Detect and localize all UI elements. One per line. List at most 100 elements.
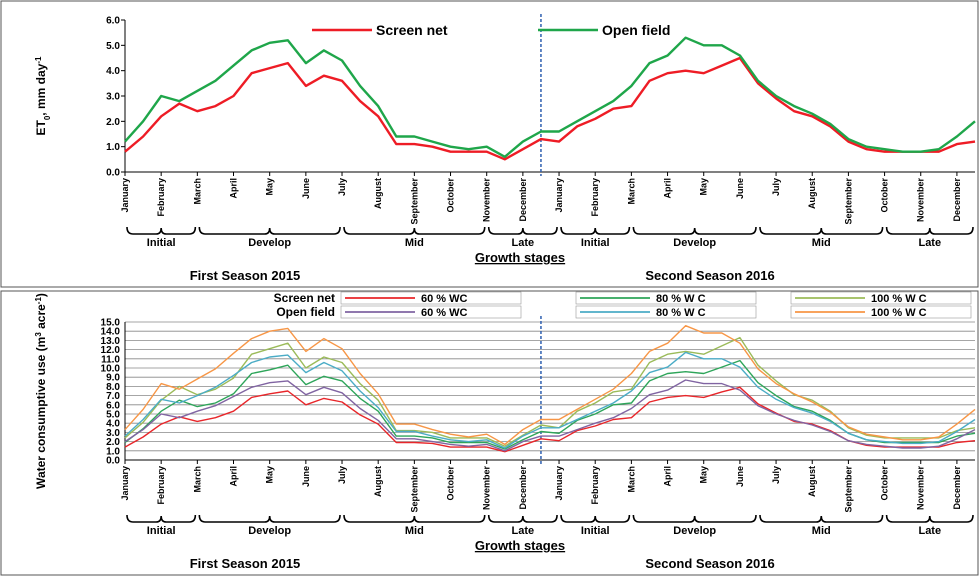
x-tick-label: March [192,466,202,493]
y-axis-label-part: 3 [34,332,43,337]
x-tick-label: January [554,466,564,501]
y-tick-label: 5.0 [106,410,120,421]
x-tick-label: October [880,178,890,213]
x-tick-label: July [771,466,781,484]
x-tick-label: November [916,466,926,511]
y-tick-label: 12.0 [101,345,121,356]
x-tick-label: April [229,178,239,199]
y-tick-label: 1.0 [106,446,120,457]
x-tick-label: February [156,178,166,217]
stage-bracket [560,226,631,235]
stage-label: Mid [405,237,424,249]
y-tick-label: 15.0 [101,318,121,329]
stage-label: Late [512,525,535,537]
x-tick-label: July [771,178,781,196]
y-tick-label: 1.0 [106,142,120,153]
x-tick-label: February [590,178,600,217]
y-tick-label: 4.0 [106,66,120,77]
legend-label: 100 % W C [871,293,927,305]
y-tick-label: 5.0 [106,41,120,52]
x-tick-label: December [518,178,528,222]
legend-box [790,305,972,319]
x-tick-label: January [554,178,564,213]
y-tick-label: 2.0 [106,437,120,448]
x-tick-label: August [807,178,817,209]
y-axis-label-part: Water consumptive use (m [34,337,48,489]
x-tick-label: June [735,466,745,487]
stage-bracket [632,226,757,235]
x-tick-label: June [735,178,745,199]
x-axis-label: Growth stages [475,250,565,265]
legend-label: 60 % WC [421,307,468,319]
legend-label: 100 % W C [871,307,927,319]
y-tick-label: 14.0 [101,327,121,338]
legend-box [790,291,972,305]
stage-label: Late [918,237,941,249]
x-tick-label: November [482,466,492,511]
stage-bracket [560,514,631,523]
stage-bracket [759,514,884,523]
x-tick-label: August [807,466,817,497]
stage-label: Mid [405,525,424,537]
stage-label: Develop [248,237,291,249]
stage-label: Late [918,525,941,537]
y-tick-label: 2.0 [106,117,120,128]
series-line [124,56,976,161]
x-tick-label: September [409,466,419,513]
stage-bracket [126,226,197,235]
legend-label: 60 % WC [421,293,468,305]
y-axis-label: Water consumptive use (m3 acre-1) [34,293,49,489]
x-tick-label: April [663,466,673,487]
x-tick-label: May [699,466,709,484]
x-tick-label: June [301,466,311,487]
x-tick-label: October [446,466,456,501]
legend-box [340,291,522,305]
stage-bracket [885,226,974,235]
x-tick-label: August [373,466,383,497]
stage-bracket [126,514,197,523]
legend-box [340,305,522,319]
legend-label: 80 % W C [656,293,706,305]
x-tick-label: October [880,466,890,501]
x-tick-label: March [626,466,636,493]
y-axis-label-part: ) [34,293,48,297]
stage-bracket [343,226,486,235]
stage-label: Initial [147,525,176,537]
x-tick-label: November [482,178,492,223]
stage-label: Initial [581,525,610,537]
season-label: Second Season 2016 [645,268,774,283]
x-tick-label: September [409,178,419,225]
y-tick-label: 6.0 [106,16,120,27]
y-axis-label: ET0, mm day-1 [34,56,52,135]
stage-bracket [632,514,757,523]
y-tick-label: 6.0 [106,400,120,411]
x-tick-label: September [843,178,853,225]
panel-frame [0,0,979,288]
x-tick-label: May [265,178,275,196]
panel-frame [0,290,979,576]
season-label: First Season 2015 [190,556,301,571]
x-tick-label: December [952,466,962,510]
legend-box [575,305,757,319]
stage-bracket [487,514,558,523]
legend-group-label: Open field [276,305,335,319]
stage-bracket [885,514,974,523]
x-tick-label: February [590,466,600,505]
series-line [124,351,976,449]
stage-bracket [198,226,341,235]
season-label: First Season 2015 [190,268,301,283]
y-axis-label-part: -1 [34,56,43,64]
legend-label: Screen net [376,22,448,38]
x-tick-label: September [843,466,853,513]
x-tick-label: November [916,178,926,223]
x-tick-label: April [663,178,673,199]
season-label: Second Season 2016 [645,556,774,571]
y-tick-label: 8.0 [106,382,120,393]
x-tick-label: July [337,466,347,484]
series-line [124,336,976,447]
y-tick-label: 11.0 [101,354,120,365]
x-tick-label: March [192,178,202,205]
y-tick-label: 0.0 [106,456,120,467]
stage-bracket [759,226,884,235]
